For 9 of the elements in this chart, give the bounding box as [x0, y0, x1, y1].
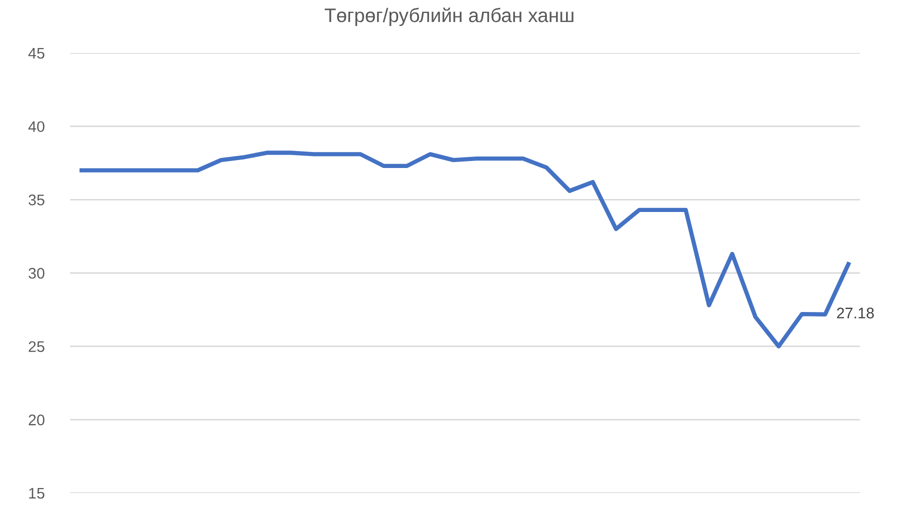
- data-label: 27.18: [837, 308, 874, 318]
- y-tick-label: 45: [28, 48, 44, 59]
- y-tick-label: 25: [28, 341, 44, 352]
- y-tick-label: 15: [29, 488, 44, 499]
- y-tick-label: 40: [28, 121, 44, 132]
- y-tick-label: 30: [28, 268, 44, 279]
- y-tick-label: 35: [28, 194, 44, 206]
- chart-title: Төгрөг/рублийн албан ханш: [324, 8, 574, 26]
- y-tick-label: 20: [28, 414, 44, 426]
